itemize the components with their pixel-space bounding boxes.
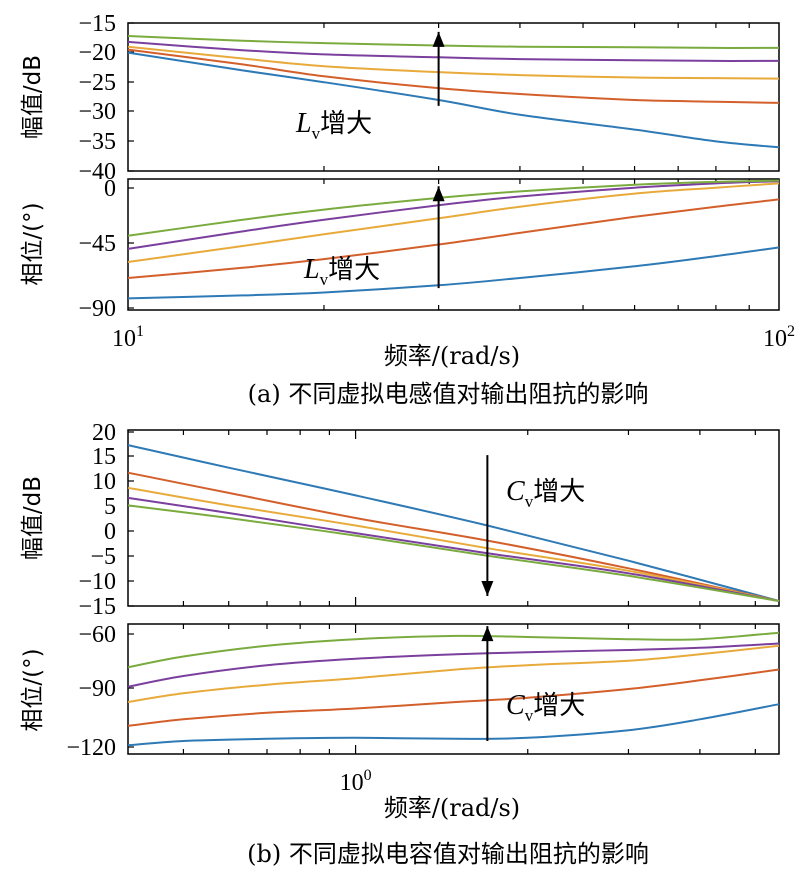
series-line-4 (127, 180, 780, 250)
y-tick-label: −35 (78, 129, 116, 155)
series-line-3 (127, 644, 780, 703)
trend-annotation: Cv增大 (506, 690, 585, 725)
series-line-5 (127, 504, 780, 602)
y-tick-label: 10 (92, 469, 116, 495)
series-line-4 (127, 40, 780, 62)
y-tick-label: 5 (104, 494, 116, 520)
x-tick-label: 100 (340, 767, 372, 796)
series-line-1 (127, 703, 780, 747)
panel-a-magnitude-frame (127, 22, 780, 172)
series-line-3 (127, 45, 780, 80)
trend-arrow-head (481, 626, 494, 642)
series-line-4 (127, 496, 780, 602)
x-tick-label: 101 (112, 323, 144, 352)
y-tick-label: −45 (78, 231, 116, 257)
y-tick-label: −40 (78, 159, 116, 185)
trend-arrow-head (432, 186, 445, 202)
y-tick-label: 0 (104, 176, 116, 202)
y-tick-label: −30 (78, 99, 116, 125)
y-tick-label: −5 (90, 544, 116, 570)
y-tick-label: −60 (78, 622, 116, 648)
panel-a-magnitude-ylabel: 幅值/dB (20, 55, 46, 139)
y-tick-label: −90 (78, 676, 116, 702)
trend-annotation: Lv增大 (295, 108, 372, 143)
panel-a-phase-ylabel: 相位/(°) (20, 202, 46, 285)
panel-a-phase-plot: 相位/(°) 0 −45 −90 Lv增大 101 102 (20, 176, 795, 352)
series-line-5 (127, 631, 780, 669)
y-tick-label: −25 (78, 70, 116, 96)
series-line-5 (127, 35, 780, 49)
series-line-2 (127, 668, 780, 727)
y-tick-label: −120 (66, 735, 116, 761)
panel-b-phase-frame (127, 623, 780, 755)
series-line-4 (127, 642, 780, 688)
series-line-1 (127, 444, 780, 602)
series-line-3 (127, 182, 780, 263)
panel-b-magnitude-frame (127, 429, 780, 607)
panel-a-magnitude-plot: 幅值/dB −15 −20 −25 −30 −35 −40 Lv增大 (20, 11, 780, 185)
y-tick-label: 0 (104, 519, 116, 545)
caption-a: (a) 不同虚拟电感值对输出阻抗的影响 (248, 380, 649, 408)
x-tick-label: 102 (763, 323, 795, 352)
panel-b-magnitude-ylabel: 幅值/dB (20, 476, 46, 560)
trend-annotation: Cv增大 (506, 476, 585, 511)
y-tick-label: 15 (92, 444, 116, 470)
y-tick-label: −20 (78, 40, 116, 66)
y-tick-label: −15 (78, 11, 116, 37)
series-line-3 (127, 486, 780, 602)
trend-annotation: Lv增大 (303, 254, 380, 289)
panel-b-xlabel: 频率/(rad/s) (384, 794, 520, 822)
series-line-2 (127, 198, 780, 279)
panel-a-xlabel: 频率/(rad/s) (384, 342, 520, 370)
y-tick-label: 20 (92, 420, 116, 446)
caption-b: (b) 不同虚拟电容值对输出阻抗的影响 (247, 840, 649, 868)
trend-arrow-head (481, 580, 494, 596)
panel-a-phase-frame (127, 178, 780, 311)
y-tick-label: −10 (78, 569, 116, 595)
panel-b-phase-plot: 相位/(°) −60 −90 −120 Cv增大 100 (20, 622, 780, 796)
series-line-2 (127, 48, 780, 104)
panel-b-phase-ylabel: 相位/(°) (20, 648, 46, 731)
y-tick-label: −15 (78, 594, 116, 620)
trend-arrow-head (432, 31, 445, 47)
series-line-5 (127, 179, 780, 237)
series-line-1 (127, 51, 780, 149)
y-tick-label: −90 (78, 296, 116, 322)
series-line-2 (127, 471, 780, 602)
series-line-1 (127, 246, 780, 300)
